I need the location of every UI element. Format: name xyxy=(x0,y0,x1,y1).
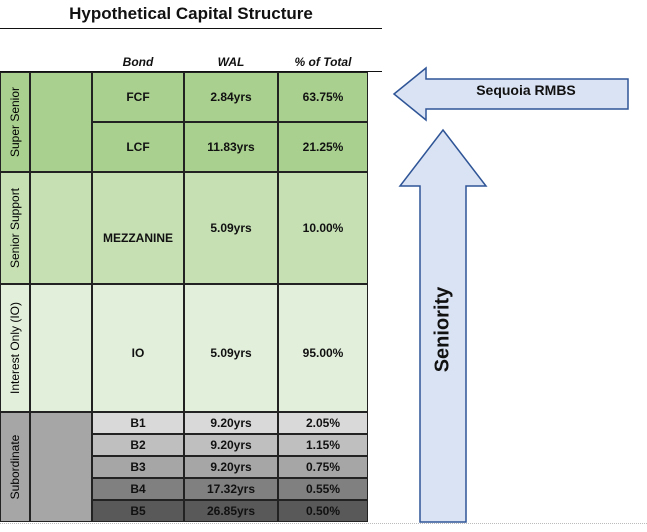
group-label-subordinate: Subordinate xyxy=(8,434,22,500)
group-label-interest-only: Interest Only (IO) xyxy=(8,301,22,395)
wal-cell: 26.85yrs xyxy=(184,500,278,522)
title-underline xyxy=(0,28,382,29)
bond-cell: MEZZANINE xyxy=(92,172,184,284)
group-subordinate: Subordinate xyxy=(0,412,30,522)
wal-cell: 11.83yrs xyxy=(184,122,278,172)
bond-cell: FCF xyxy=(92,72,184,122)
bond-cell: B5 xyxy=(92,500,184,522)
pct-cell: 0.75% xyxy=(278,456,368,478)
header-underline xyxy=(0,71,382,72)
pct-cell: 10.00% xyxy=(278,172,368,284)
wal-cell: 5.09yrs xyxy=(184,284,278,412)
pct-cell: 95.00% xyxy=(278,284,368,412)
group-label-super-senior: Super Senior xyxy=(8,86,22,158)
bond-cell: B3 xyxy=(92,456,184,478)
pct-cell: 63.75% xyxy=(278,72,368,122)
pct-cell: 1.15% xyxy=(278,434,368,456)
group-label-senior-support: Senior Support xyxy=(8,187,22,269)
pct-cell: 21.25% xyxy=(278,122,368,172)
page-title: Hypothetical Capital Structure xyxy=(69,4,313,23)
bond-cell: B2 xyxy=(92,434,184,456)
group-interest-only: Interest Only (IO) xyxy=(0,284,30,412)
bond-cell: B1 xyxy=(92,412,184,434)
bond-cell: B4 xyxy=(92,478,184,500)
wal-cell: 17.32yrs xyxy=(184,478,278,500)
spacer-cell xyxy=(30,284,92,412)
spacer-cell xyxy=(30,72,92,172)
wal-cell: 9.20yrs xyxy=(184,434,278,456)
group-super-senior: Super Senior xyxy=(0,72,30,172)
pct-cell: 2.05% xyxy=(278,412,368,434)
seniority-arrow-icon xyxy=(398,128,488,523)
seniority-label: Seniority xyxy=(431,286,454,373)
wal-cell: 2.84yrs xyxy=(184,72,278,122)
wal-cell: 5.09yrs xyxy=(184,172,278,284)
sequoia-rmbs-label: Sequoia RMBS xyxy=(476,82,576,98)
pct-cell: 0.50% xyxy=(278,500,368,522)
header-wal: WAL xyxy=(217,55,245,69)
bond-cell: IO xyxy=(92,284,184,412)
sequoia-arrow-icon xyxy=(392,66,629,122)
bond-cell: LCF xyxy=(92,122,184,172)
pct-cell: 0.55% xyxy=(278,478,368,500)
wal-cell: 9.20yrs xyxy=(184,412,278,434)
spacer-cell xyxy=(30,172,92,284)
wal-cell: 9.20yrs xyxy=(184,456,278,478)
bottom-divider xyxy=(0,523,647,524)
header-pct-of-total: % of Total xyxy=(294,55,352,69)
header-bond: Bond xyxy=(122,55,154,69)
spacer-cell xyxy=(30,412,92,522)
group-senior-support: Senior Support xyxy=(0,172,30,284)
